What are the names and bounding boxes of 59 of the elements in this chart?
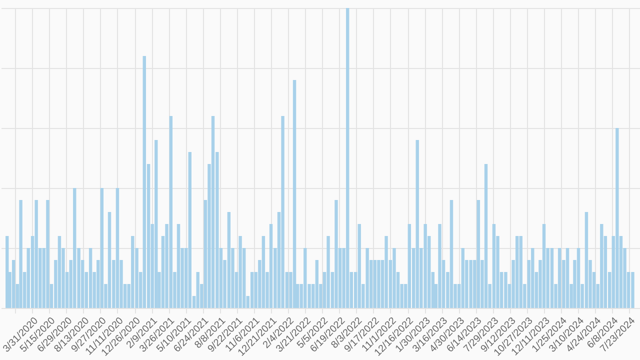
bar	[334, 200, 338, 308]
bar	[542, 224, 546, 308]
bar	[476, 200, 480, 308]
bar	[169, 116, 173, 308]
bar	[116, 188, 120, 308]
bar	[346, 8, 350, 308]
bar	[600, 224, 604, 308]
bar	[584, 212, 588, 308]
bar	[366, 248, 369, 308]
bar	[408, 224, 412, 308]
bar	[326, 236, 330, 308]
bar	[73, 188, 76, 308]
bar	[131, 236, 134, 308]
bar	[142, 56, 146, 308]
bar	[384, 236, 388, 308]
bar	[550, 248, 554, 308]
bar	[504, 272, 508, 308]
bar	[424, 224, 427, 308]
bar	[304, 248, 307, 308]
bar	[58, 236, 62, 308]
bar	[492, 224, 496, 308]
bar	[416, 140, 419, 308]
bar	[34, 200, 38, 308]
bar	[188, 152, 192, 308]
bar	[469, 260, 472, 308]
bar	[616, 128, 619, 308]
bar	[519, 236, 522, 308]
bar	[176, 224, 180, 308]
bar	[46, 200, 50, 308]
bar	[108, 212, 112, 308]
bar	[250, 272, 254, 308]
bar	[269, 224, 273, 308]
bar	[377, 260, 380, 308]
bar	[154, 140, 158, 308]
bar	[88, 248, 92, 308]
bar	[566, 248, 570, 308]
bar	[392, 248, 396, 308]
bar	[438, 224, 442, 308]
bar	[292, 80, 296, 308]
bar	[19, 200, 22, 308]
bar	[576, 248, 580, 308]
bar	[100, 188, 104, 308]
bar	[631, 272, 634, 308]
bar	[450, 200, 454, 308]
bar	[558, 248, 562, 308]
bar	[484, 164, 488, 308]
bar	[461, 248, 464, 308]
bar	[211, 116, 215, 308]
bar	[12, 260, 16, 308]
bar	[531, 248, 534, 308]
bar	[373, 260, 377, 308]
bar	[262, 236, 266, 308]
bar	[227, 212, 231, 308]
bar	[315, 260, 318, 308]
bar	[196, 272, 200, 308]
bar	[515, 236, 519, 308]
bar	[358, 224, 361, 308]
bar	[238, 236, 242, 308]
bar	[281, 116, 284, 308]
